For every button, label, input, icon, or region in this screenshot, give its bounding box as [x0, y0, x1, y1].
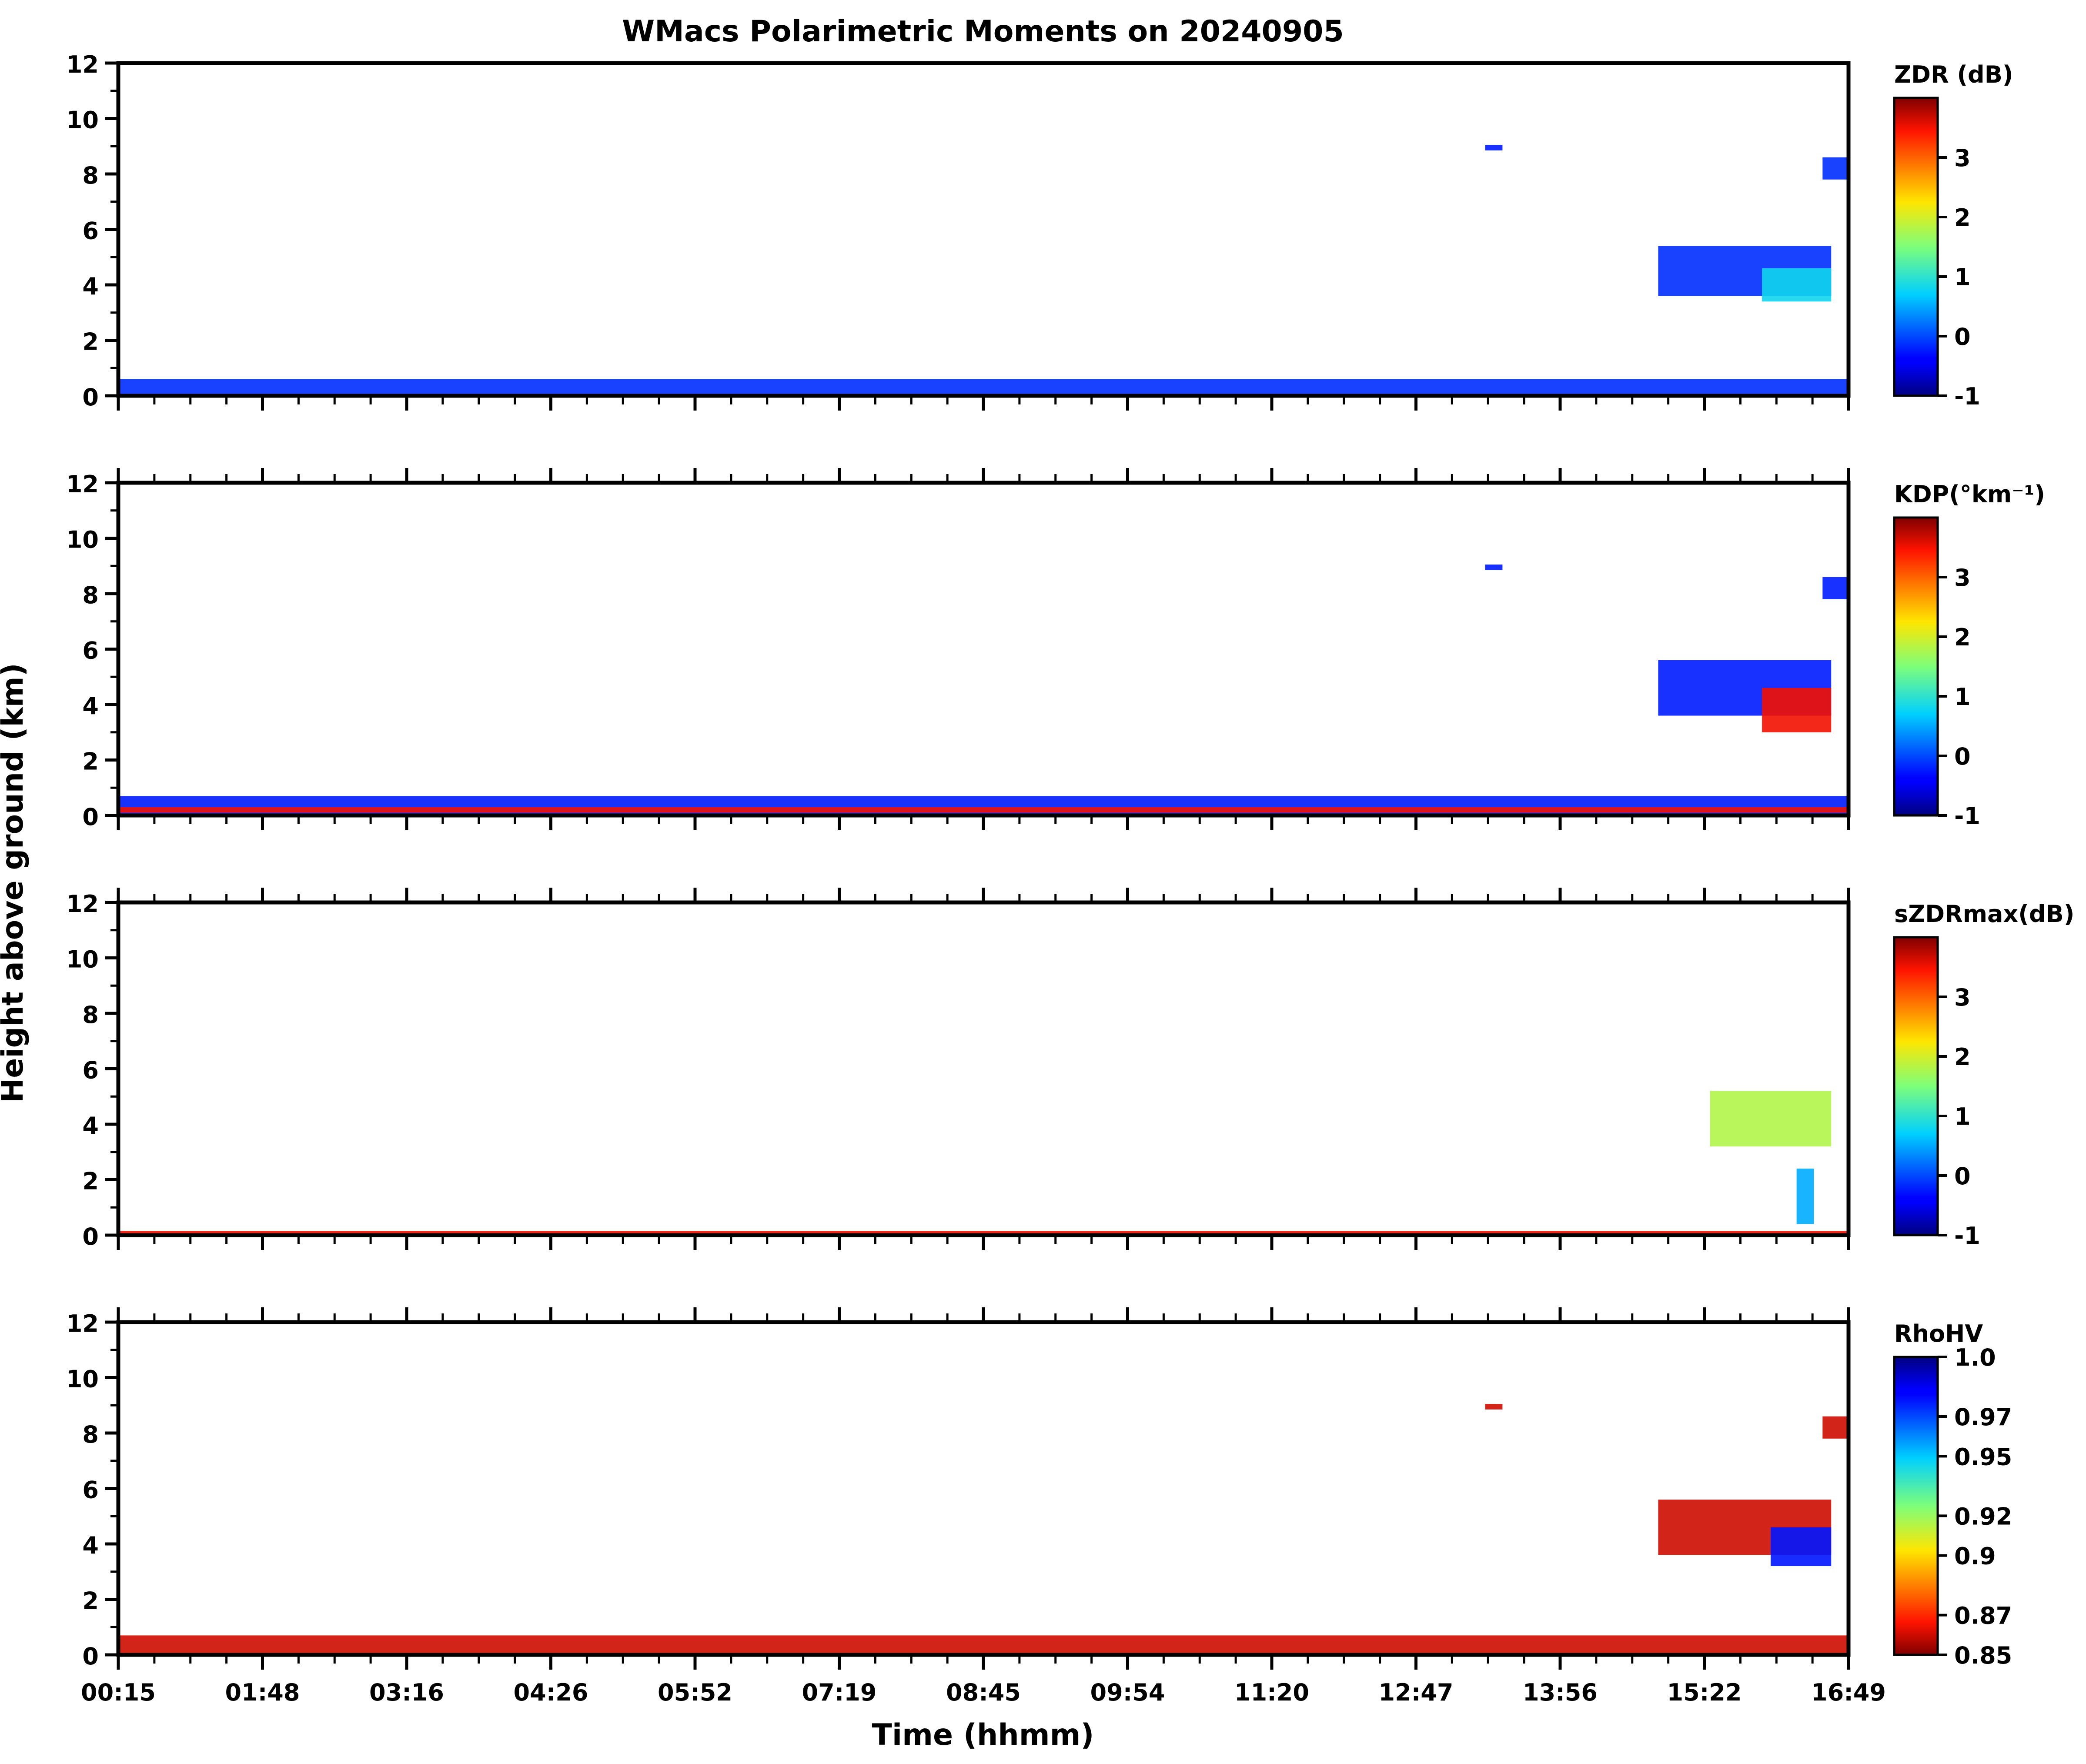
- colorbar-tick-label: 0: [1954, 323, 1971, 351]
- data-region: [1762, 268, 1832, 302]
- data-region: [1770, 1527, 1832, 1566]
- y-tick-label: 4: [82, 1532, 99, 1559]
- colorbar-tick-label: 2: [1954, 1043, 1971, 1071]
- data-region: [1710, 1091, 1832, 1146]
- data-region: [118, 1231, 1849, 1235]
- x-axis-label: Time (hhmm): [872, 1718, 1094, 1752]
- colorbar-tick-label: 0.87: [1954, 1602, 2012, 1630]
- colorbar-label: KDP(°km⁻¹): [1894, 481, 2045, 508]
- colorbar: [1893, 1356, 1939, 1656]
- colorbar-tick-label: 0.95: [1954, 1443, 2012, 1470]
- plot-frame: [116, 481, 1851, 818]
- colorbar-label: sZDRmax(dB): [1894, 900, 2074, 928]
- colorbar: [1893, 936, 1939, 1236]
- y-tick-label: 4: [82, 273, 99, 300]
- y-tick-label: 4: [82, 692, 99, 720]
- colorbar-label: ZDR (dB): [1894, 61, 2013, 88]
- plot-frame: [116, 900, 1851, 1237]
- data-region: [1485, 145, 1503, 150]
- x-tick-label: 01:48: [225, 1679, 300, 1706]
- y-tick-label: 6: [82, 1477, 99, 1504]
- colorbar-tick-label: 0.92: [1954, 1503, 2012, 1530]
- data-region: [118, 1635, 1849, 1655]
- data-region: [1796, 1169, 1814, 1224]
- y-tick-label: 10: [66, 946, 99, 973]
- x-tick-label: 11:20: [1234, 1679, 1309, 1706]
- data-region: [1485, 565, 1503, 570]
- colorbar-tick-label: 0: [1954, 743, 1971, 770]
- colorbar-tick-label: 3: [1954, 984, 1971, 1011]
- y-tick-label: 8: [82, 162, 99, 189]
- x-tick-label: 07:19: [802, 1679, 877, 1706]
- y-tick-label: 0: [82, 803, 99, 831]
- y-tick-label: 10: [66, 107, 99, 134]
- colorbar-tick-label: 0.97: [1954, 1403, 2012, 1431]
- colorbar-tick-label: 1.0: [1954, 1344, 1996, 1371]
- y-axis-label: Height above ground (km): [0, 663, 30, 1102]
- chart-title: WMacs Polarimetric Moments on 20240905: [622, 14, 1344, 49]
- y-tick-label: 6: [82, 637, 99, 665]
- y-tick-label: 2: [82, 1587, 99, 1615]
- colorbar-tick-label: 3: [1954, 564, 1971, 591]
- y-tick-label: 6: [82, 217, 99, 245]
- colorbar-tick-label: 2: [1954, 204, 1971, 231]
- x-tick-label: 04:26: [514, 1679, 588, 1706]
- y-tick-label: 2: [82, 748, 99, 775]
- y-tick-label: 2: [82, 328, 99, 356]
- y-tick-label: 0: [82, 1643, 99, 1670]
- colorbar: [1893, 97, 1939, 397]
- x-tick-label: 12:47: [1379, 1679, 1454, 1706]
- data-region: [1485, 1404, 1503, 1410]
- y-tick-label: 8: [82, 1421, 99, 1448]
- colorbar-tick-label: 0.9: [1954, 1543, 1996, 1570]
- plot-frame: [116, 61, 1851, 398]
- panel-4: 0 2 4 6 8 10 12 00:15 01:48 03:16 04:26 05:52 07:19 0…: [66, 1307, 2012, 1706]
- data-region: [1822, 577, 1849, 599]
- y-tick-label: 10: [66, 526, 99, 554]
- colorbar-tick-label: -1: [1954, 383, 1980, 410]
- y-tick-label: 0: [82, 384, 99, 411]
- y-tick-label: 6: [82, 1057, 99, 1084]
- colorbar-tick-label: 0: [1954, 1163, 1971, 1190]
- data-region: [118, 807, 1849, 813]
- x-tick-label: 09:54: [1090, 1679, 1165, 1706]
- x-tick-label: 13:56: [1523, 1679, 1598, 1706]
- y-tick-label: 12: [66, 890, 99, 918]
- x-tick-label: 00:15: [81, 1679, 156, 1706]
- colorbar-label: RhoHV: [1894, 1320, 1983, 1347]
- plot-frame: [116, 1320, 1851, 1657]
- colorbar-tick-label: -1: [1954, 1222, 1980, 1250]
- y-tick-label: 2: [82, 1168, 99, 1195]
- data-region: [1822, 1416, 1849, 1439]
- x-tick-label: 16:49: [1811, 1679, 1886, 1706]
- y-tick-label: 12: [66, 471, 99, 498]
- colorbar-tick-label: 1: [1954, 683, 1971, 711]
- data-region: [118, 379, 1849, 396]
- y-tick-label: 0: [82, 1223, 99, 1250]
- colorbar-tick-label: 3: [1954, 144, 1971, 172]
- y-tick-label: 4: [82, 1112, 99, 1139]
- colorbar-tick-label: 1: [1954, 1103, 1971, 1130]
- y-tick-label: 8: [82, 1001, 99, 1029]
- x-tick-label: 03:16: [369, 1679, 444, 1706]
- x-tick-label: 08:45: [946, 1679, 1021, 1706]
- colorbar-tick-label: 1: [1954, 264, 1971, 291]
- y-tick-label: 8: [82, 581, 99, 609]
- y-tick-label: 12: [66, 51, 99, 78]
- colorbar: [1893, 516, 1939, 817]
- data-region: [1822, 157, 1849, 180]
- y-tick-label: 10: [66, 1366, 99, 1393]
- colorbar-tick-label: 2: [1954, 624, 1971, 651]
- colorbar-tick-label: -1: [1954, 802, 1980, 830]
- data-region: [1762, 688, 1832, 732]
- colorbar-tick-label: 0.85: [1954, 1642, 2012, 1669]
- y-tick-label: 12: [66, 1310, 99, 1337]
- x-tick-label: 05:52: [658, 1679, 732, 1706]
- x-tick-label: 15:22: [1667, 1679, 1742, 1706]
